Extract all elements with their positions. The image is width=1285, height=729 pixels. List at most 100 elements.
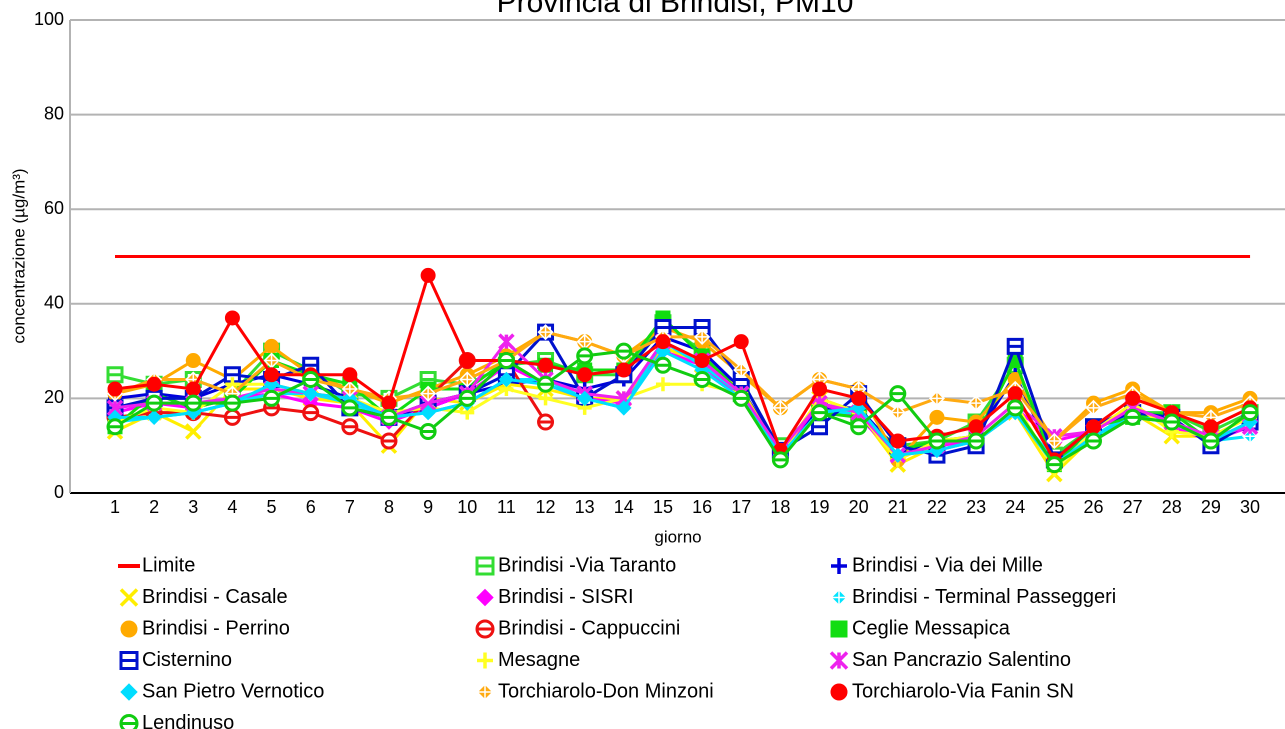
data-point [1203, 419, 1219, 435]
data-point [458, 389, 476, 407]
legend-swatch [475, 556, 495, 576]
data-point [459, 353, 475, 369]
legend-swatch [475, 619, 495, 639]
data-point [223, 366, 241, 384]
data-point [264, 367, 280, 383]
data-point [537, 375, 555, 393]
data-point [890, 447, 906, 463]
data-point [497, 352, 515, 370]
data-point [693, 370, 711, 388]
data-point [341, 418, 359, 436]
data-point [890, 433, 906, 449]
data-point [694, 353, 710, 369]
data-point [576, 347, 594, 365]
data-point [577, 367, 593, 383]
data-point [146, 376, 162, 392]
data-point [928, 432, 946, 450]
legend-label: Brindisi - SISRI [498, 586, 634, 608]
data-point [145, 394, 163, 412]
data-point [224, 310, 240, 326]
x-tick-label: 27 [1123, 497, 1143, 517]
data-point [107, 381, 123, 397]
data-point [223, 408, 241, 426]
data-point [459, 371, 476, 388]
data-point [732, 389, 750, 407]
data-point [889, 404, 906, 421]
y-tick-label: 20 [44, 387, 64, 407]
data-point [498, 333, 515, 350]
legend-swatch [829, 651, 849, 670]
data-point [1006, 399, 1024, 417]
data-point [498, 371, 515, 388]
x-tick-label: 25 [1044, 497, 1064, 517]
legend-label: Cisternino [142, 649, 232, 671]
data-point [538, 391, 553, 406]
data-point [771, 451, 789, 469]
data-point [967, 432, 985, 450]
legend-label: San Pancrazio Salentino [852, 649, 1071, 671]
data-point [380, 408, 398, 426]
data-point [302, 404, 320, 422]
data-point [615, 342, 633, 360]
data-point [146, 409, 162, 426]
data-point [1124, 408, 1142, 426]
x-tick-label: 11 [497, 497, 516, 517]
data-point [811, 418, 829, 436]
data-point [185, 353, 201, 369]
legend-label: Brindisi - Terminal Passeggeri [852, 586, 1116, 608]
x-tick-label: 20 [849, 497, 869, 517]
data-point [420, 404, 436, 421]
data-point [184, 394, 202, 412]
data-point [968, 419, 984, 435]
data-point [850, 418, 868, 436]
legend-swatch [119, 651, 139, 670]
data-point [185, 381, 201, 397]
x-tick-label: 19 [810, 497, 830, 517]
data-point [928, 390, 946, 407]
data-point [420, 267, 436, 283]
data-point [655, 334, 671, 350]
chart-title: Provincia di Brindisi, PM10 [497, 0, 854, 19]
x-tick-label: 26 [1083, 497, 1103, 517]
x-tick-label: 29 [1201, 497, 1221, 517]
legend-swatch [475, 682, 495, 702]
data-point [419, 423, 437, 440]
x-tick-label: 16 [692, 497, 712, 517]
x-tick-label: 21 [888, 497, 908, 517]
data-point [1241, 404, 1259, 422]
legend-label: Brindisi - Casale [142, 586, 288, 608]
data-point [223, 394, 241, 412]
data-point [968, 395, 985, 412]
data-point [889, 385, 907, 403]
legend-label: Lendinuso [142, 712, 234, 729]
data-point [655, 377, 670, 392]
legend-swatch [120, 620, 138, 638]
x-tick-label: 12 [536, 497, 556, 517]
data-point [538, 357, 554, 373]
data-point [812, 381, 828, 397]
x-tick-label: 10 [457, 497, 477, 517]
x-tick-label: 30 [1240, 497, 1260, 517]
data-point [420, 385, 437, 402]
data-point [1202, 432, 1220, 450]
legend-label: San Pietro Vernotico [142, 680, 324, 702]
data-point [576, 390, 593, 407]
data-point [342, 367, 358, 383]
data-point [1086, 419, 1102, 435]
x-tick-label: 15 [653, 497, 673, 517]
x-tick-label: 7 [345, 497, 355, 517]
legend-label: Brindisi -Via Taranto [498, 554, 676, 576]
data-point [1046, 432, 1063, 450]
y-tick-label: 0 [54, 482, 64, 502]
x-tick-label: 1 [110, 497, 120, 517]
legend-label: Limite [142, 554, 195, 576]
legend-label: Brindisi - Perrino [142, 617, 290, 639]
x-tick-label: 4 [227, 497, 237, 517]
x-tick-label: 28 [1162, 497, 1182, 517]
data-point [380, 432, 398, 450]
data-point [106, 418, 124, 436]
data-point [263, 352, 280, 369]
legend-label: Brindisi - Via dei Mille [852, 554, 1043, 576]
legend-swatch [119, 714, 139, 729]
y-tick-label: 40 [44, 293, 64, 313]
